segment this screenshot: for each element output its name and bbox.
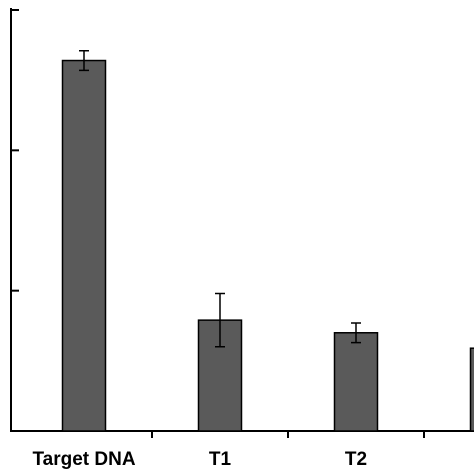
x-tick-label: Target DNA xyxy=(32,449,135,470)
bar xyxy=(61,59,107,432)
x-tick-label: T2 xyxy=(345,449,367,470)
bar xyxy=(333,332,379,432)
bar xyxy=(469,347,474,432)
error-bar xyxy=(215,292,225,348)
x-tick-label: T1 xyxy=(209,449,232,470)
error-bar xyxy=(351,322,361,344)
error-bar xyxy=(79,49,89,72)
